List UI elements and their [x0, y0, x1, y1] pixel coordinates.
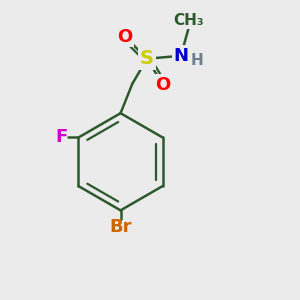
Text: H: H: [191, 53, 203, 68]
Text: S: S: [140, 49, 154, 68]
Text: N: N: [173, 47, 188, 65]
Text: F: F: [55, 128, 68, 146]
Text: CH₃: CH₃: [173, 13, 204, 28]
Text: O: O: [156, 76, 171, 94]
Text: Br: Br: [109, 218, 132, 236]
Text: O: O: [117, 28, 133, 46]
